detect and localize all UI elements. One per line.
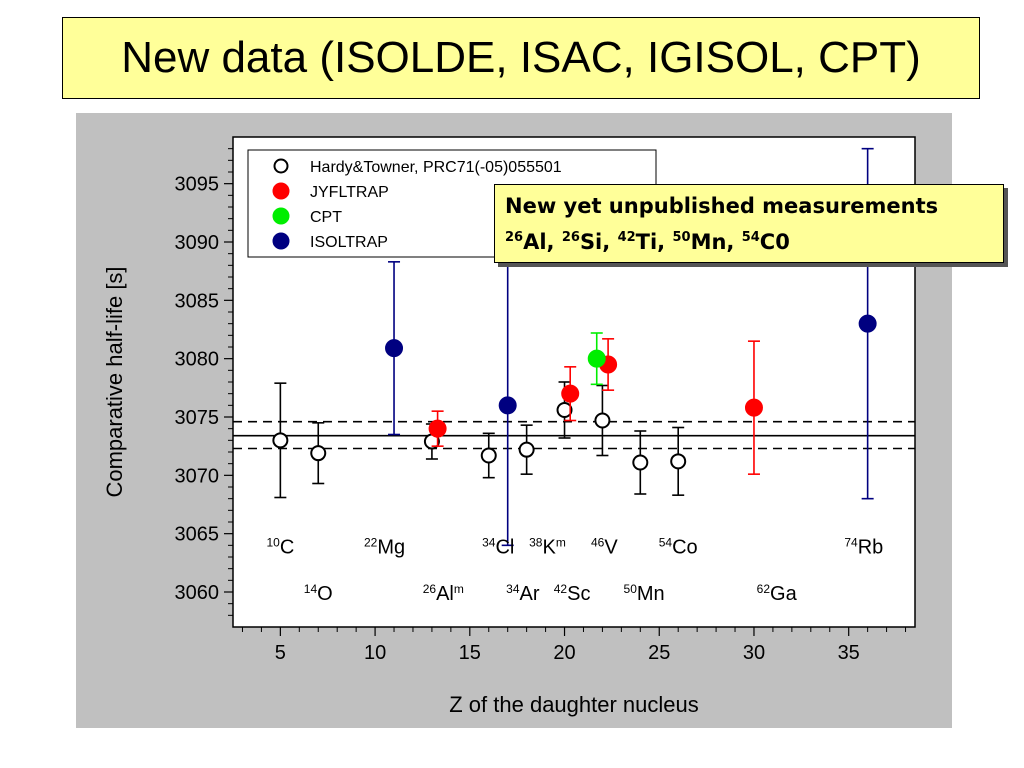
legend-label: Hardy&Towner, PRC71(-05)055501 [310, 159, 562, 176]
legend-label: CPT [310, 209, 342, 226]
nucleus-label: 10C [266, 536, 294, 559]
data-point [670, 453, 687, 470]
x-tick-label: 15 [459, 642, 481, 664]
y-tick-label: 3070 [175, 465, 220, 487]
slide-title: New data (ISOLDE, ISAC, IGISOL, CPT) [121, 33, 921, 82]
nucleus-label: 26Alm [423, 582, 464, 605]
slide-title-box: New data (ISOLDE, ISAC, IGISOL, CPT) [62, 17, 980, 99]
legend-marker [273, 158, 289, 174]
callout-line-2: 26Al, 26Si, 42Ti, 50Mn, 54C0 [505, 222, 993, 258]
nucleus-label: 22Mg [364, 536, 405, 559]
nucleus-label: 54Co [659, 536, 698, 559]
data-point [587, 349, 606, 368]
legend-marker [272, 207, 290, 225]
y-tick-label: 3075 [175, 407, 220, 429]
y-tick-label: 3095 [175, 174, 220, 196]
nucleus-label: 50Mn [624, 582, 665, 605]
data-point [272, 432, 289, 449]
data-point [594, 412, 611, 429]
callout-isotope-mass: 54 [741, 230, 760, 245]
x-tick-label: 30 [743, 642, 765, 664]
callout-isotope-mass: 50 [672, 230, 691, 245]
nucleus-label: 38Km [529, 536, 566, 559]
nucleus-label: 74Rb [844, 536, 883, 559]
callout-isotope-mass: 26 [561, 230, 580, 245]
data-point [561, 384, 580, 403]
x-tick-label: 10 [364, 642, 386, 664]
legend-label: ISOLTRAP [310, 234, 388, 251]
x-tick-label: 25 [648, 642, 670, 664]
callout-isotope-mass: 42 [617, 230, 636, 245]
nucleus-label: 62Ga [757, 582, 798, 605]
x-tick-label: 35 [838, 642, 860, 664]
callout-box: New yet unpublished measurements 26Al, 2… [494, 184, 1004, 263]
data-point [556, 402, 573, 418]
data-point [428, 419, 447, 438]
y-axis-label: Comparative half-life [s] [102, 266, 127, 497]
callout-isotope-name: Al, [523, 230, 562, 254]
nucleus-label: 34Cl [482, 536, 514, 559]
data-point [310, 445, 327, 462]
y-tick-label: 3060 [175, 582, 220, 604]
data-point [744, 398, 763, 417]
y-tick-label: 3065 [175, 524, 220, 546]
callout-line-1: New yet unpublished measurements [505, 194, 939, 218]
y-tick-label: 3090 [175, 232, 220, 254]
y-tick-label: 3080 [175, 349, 220, 371]
data-point [858, 314, 877, 333]
callout-isotope-mass: 26 [505, 230, 524, 245]
data-point [632, 454, 649, 471]
x-axis-label: Z of the daughter nucleus [449, 692, 699, 717]
nucleus-label: 46V [591, 536, 618, 559]
callout-isotope-name: C0 [759, 230, 790, 254]
data-point [518, 441, 535, 458]
data-point [385, 339, 404, 358]
legend-marker [272, 232, 290, 250]
nucleus-label: 14O [304, 582, 333, 605]
legend-label: JYFLTRAP [310, 184, 389, 201]
legend-marker [272, 182, 290, 200]
callout-isotope-name: Mn, [690, 230, 742, 254]
nucleus-label: 42Sc [554, 582, 591, 605]
data-point [480, 447, 497, 464]
data-point [498, 396, 517, 415]
x-tick-label: 20 [553, 642, 575, 664]
nucleus-label: 34Ar [506, 582, 540, 605]
y-tick-label: 3085 [175, 290, 220, 312]
callout-isotope-name: Ti, [635, 230, 673, 254]
callout-isotope-name: Si, [579, 230, 618, 254]
x-tick-label: 5 [275, 642, 286, 664]
